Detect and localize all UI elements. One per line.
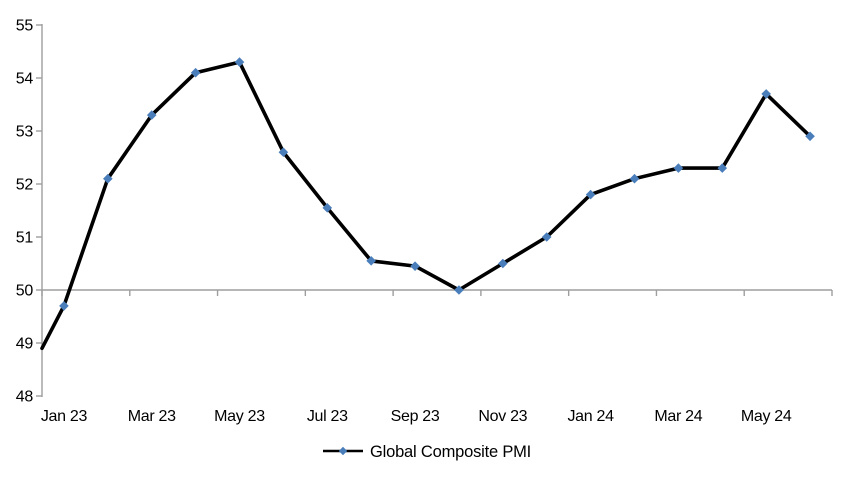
x-axis-label: May 23 — [214, 408, 265, 425]
x-axis-label: Mar 24 — [654, 408, 702, 425]
legend-label: Global Composite PMI — [370, 443, 531, 461]
pmi-data-point — [322, 203, 333, 213]
pmi-data-point — [805, 131, 815, 142]
y-axis-label: 53 — [16, 124, 34, 141]
x-axis-label: Nov 23 — [478, 408, 527, 425]
pmi-data-point — [498, 258, 508, 269]
y-axis-label: 51 — [16, 230, 34, 247]
pmi-data-point — [278, 147, 289, 157]
pmi-data-point — [673, 163, 684, 173]
y-axis-label: 50 — [16, 283, 34, 300]
x-axis-label: Jan 24 — [567, 408, 614, 425]
x-axis-label: Jul 23 — [307, 408, 348, 425]
y-axis-label: 52 — [16, 177, 34, 194]
legend-diamond-icon — [338, 446, 348, 456]
y-axis-label: 55 — [16, 18, 34, 35]
y-axis-label: 54 — [16, 71, 34, 88]
pmi-data-point — [59, 301, 69, 311]
pmi-data-point — [585, 189, 596, 200]
x-axis-label: Mar 23 — [128, 408, 176, 425]
pmi-data-point — [454, 285, 464, 295]
x-axis-label: Jan 23 — [41, 408, 88, 425]
pmi-data-point — [629, 173, 640, 184]
y-axis-label: 49 — [16, 336, 34, 353]
pmi-data-point — [541, 232, 552, 242]
legend: Global Composite PMI — [323, 443, 531, 461]
y-axis-label: 48 — [16, 389, 34, 406]
pmi-data-point — [190, 67, 201, 78]
x-axis-label: Sep 23 — [391, 408, 440, 425]
pmi-series-line — [40, 60, 812, 351]
pmi-data-point — [103, 173, 113, 184]
pmi-data-point — [234, 57, 245, 67]
pmi-data-point — [410, 261, 420, 271]
pmi-data-point — [146, 110, 157, 120]
pmi-data-point — [717, 163, 728, 173]
pmi-data-point — [366, 256, 376, 266]
pmi-data-point — [761, 89, 771, 99]
x-axis-label: May 24 — [741, 408, 792, 425]
